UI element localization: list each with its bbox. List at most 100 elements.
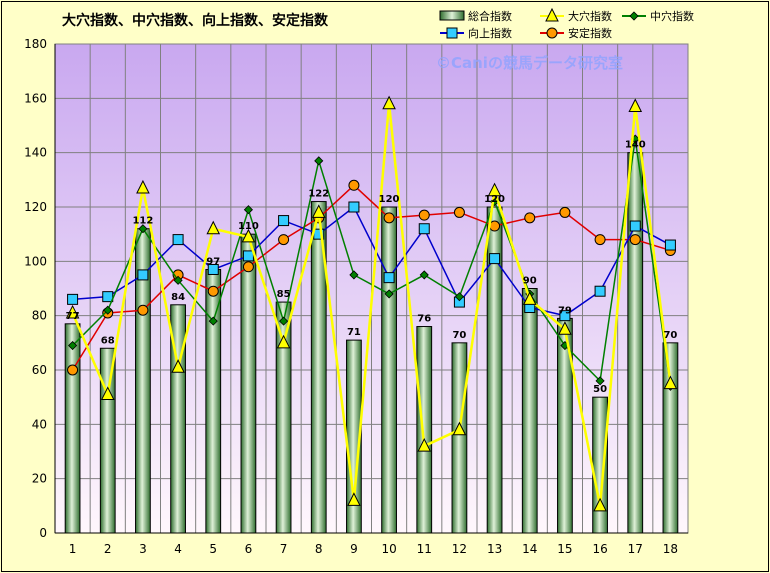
data-label: 122 xyxy=(308,189,329,200)
legend-label: 中穴指数 xyxy=(650,9,694,23)
x-tick-label: 13 xyxy=(487,542,502,556)
point-triangle xyxy=(545,7,559,22)
point-circle xyxy=(348,179,360,191)
point-square xyxy=(383,272,395,284)
x-tick-label: 7 xyxy=(280,542,288,556)
series-diamond xyxy=(68,134,675,391)
bar xyxy=(486,206,503,534)
point-square xyxy=(172,234,184,246)
data-label: 76 xyxy=(417,314,431,325)
data-label: 120 xyxy=(379,194,400,205)
point-square xyxy=(348,201,360,213)
point-diamond xyxy=(384,289,394,299)
data-label: 97 xyxy=(206,256,220,267)
point-triangle xyxy=(136,179,150,194)
x-tick-label: 14 xyxy=(522,542,537,556)
bar xyxy=(64,323,81,534)
series-line xyxy=(71,184,671,371)
data-label: 79 xyxy=(558,305,572,316)
point-circle xyxy=(453,206,465,218)
point-diamond xyxy=(314,156,324,166)
x-tick-label: 10 xyxy=(381,542,396,556)
bar xyxy=(205,268,222,534)
y-tick-label: 180 xyxy=(24,37,47,51)
x-tick-label: 1 xyxy=(69,542,77,556)
point-circle xyxy=(383,212,395,224)
y-tick-label: 140 xyxy=(24,146,47,160)
point-triangle xyxy=(663,375,678,390)
bar xyxy=(416,326,433,534)
bar xyxy=(240,233,257,534)
point-diamond xyxy=(173,275,183,285)
point-square xyxy=(418,223,430,235)
legend-item: 大穴指数 xyxy=(540,7,612,23)
point-triangle xyxy=(276,334,291,349)
data-label: 120 xyxy=(484,194,505,205)
bar xyxy=(381,206,397,534)
point-triangle xyxy=(522,291,537,305)
legend-item: 中穴指数 xyxy=(622,9,694,23)
point-square xyxy=(664,239,676,251)
bar xyxy=(275,301,292,534)
data-label: 70 xyxy=(663,330,677,341)
series-circle xyxy=(67,179,676,376)
point-diamond xyxy=(454,292,464,302)
point-triangle xyxy=(452,421,467,436)
legend-label: 大穴指数 xyxy=(568,9,612,23)
grid-lines xyxy=(55,43,688,534)
point-circle xyxy=(207,285,219,297)
point-square xyxy=(489,253,501,265)
x-tick-label: 12 xyxy=(452,542,467,556)
point-diamond xyxy=(138,224,148,234)
point-circle xyxy=(524,212,536,224)
point-circle xyxy=(559,206,571,218)
x-tick-label: 4 xyxy=(174,542,182,556)
point-square xyxy=(207,263,219,275)
point-diamond xyxy=(279,316,289,326)
data-label: 90 xyxy=(523,276,537,287)
point-diamond xyxy=(103,305,113,315)
y-tick-label: 60 xyxy=(32,363,47,377)
bar xyxy=(451,342,468,534)
legend-item: 安定指数 xyxy=(540,26,612,40)
point-triangle xyxy=(558,321,572,335)
point-triangle xyxy=(628,98,643,112)
legend-item: 向上指数 xyxy=(440,26,512,40)
data-label: 70 xyxy=(452,330,466,341)
point-diamond xyxy=(349,270,359,280)
point-diamond xyxy=(419,270,429,280)
x-tick-label: 15 xyxy=(557,542,572,556)
x-tick-label: 3 xyxy=(139,542,147,556)
point-diamond xyxy=(208,316,218,326)
point-diamond xyxy=(595,376,605,386)
y-tick-label: 100 xyxy=(24,254,47,268)
point-square xyxy=(102,291,114,303)
point-triangle xyxy=(100,386,115,400)
y-tick-label: 160 xyxy=(24,91,47,105)
point-triangle xyxy=(382,95,396,110)
legend-swatch xyxy=(439,10,465,21)
bar xyxy=(99,347,116,534)
point-triangle xyxy=(171,359,185,373)
data-label: 112 xyxy=(132,216,153,227)
bar xyxy=(170,304,186,534)
bar-series xyxy=(64,152,679,534)
point-square xyxy=(559,310,571,322)
bar xyxy=(310,201,327,534)
point-square xyxy=(446,27,458,39)
y-tick-label: 120 xyxy=(24,200,47,214)
point-circle xyxy=(278,234,290,246)
legend-label: 向上指数 xyxy=(468,26,512,40)
series-line xyxy=(72,205,671,317)
line-series xyxy=(65,95,678,512)
point-square xyxy=(629,220,641,232)
point-diamond xyxy=(629,11,639,21)
point-triangle xyxy=(593,497,607,512)
point-diamond xyxy=(243,205,253,215)
point-square xyxy=(137,269,149,281)
data-label: 71 xyxy=(347,327,361,338)
point-circle xyxy=(418,209,430,221)
bar xyxy=(662,342,679,534)
bar xyxy=(521,288,538,534)
